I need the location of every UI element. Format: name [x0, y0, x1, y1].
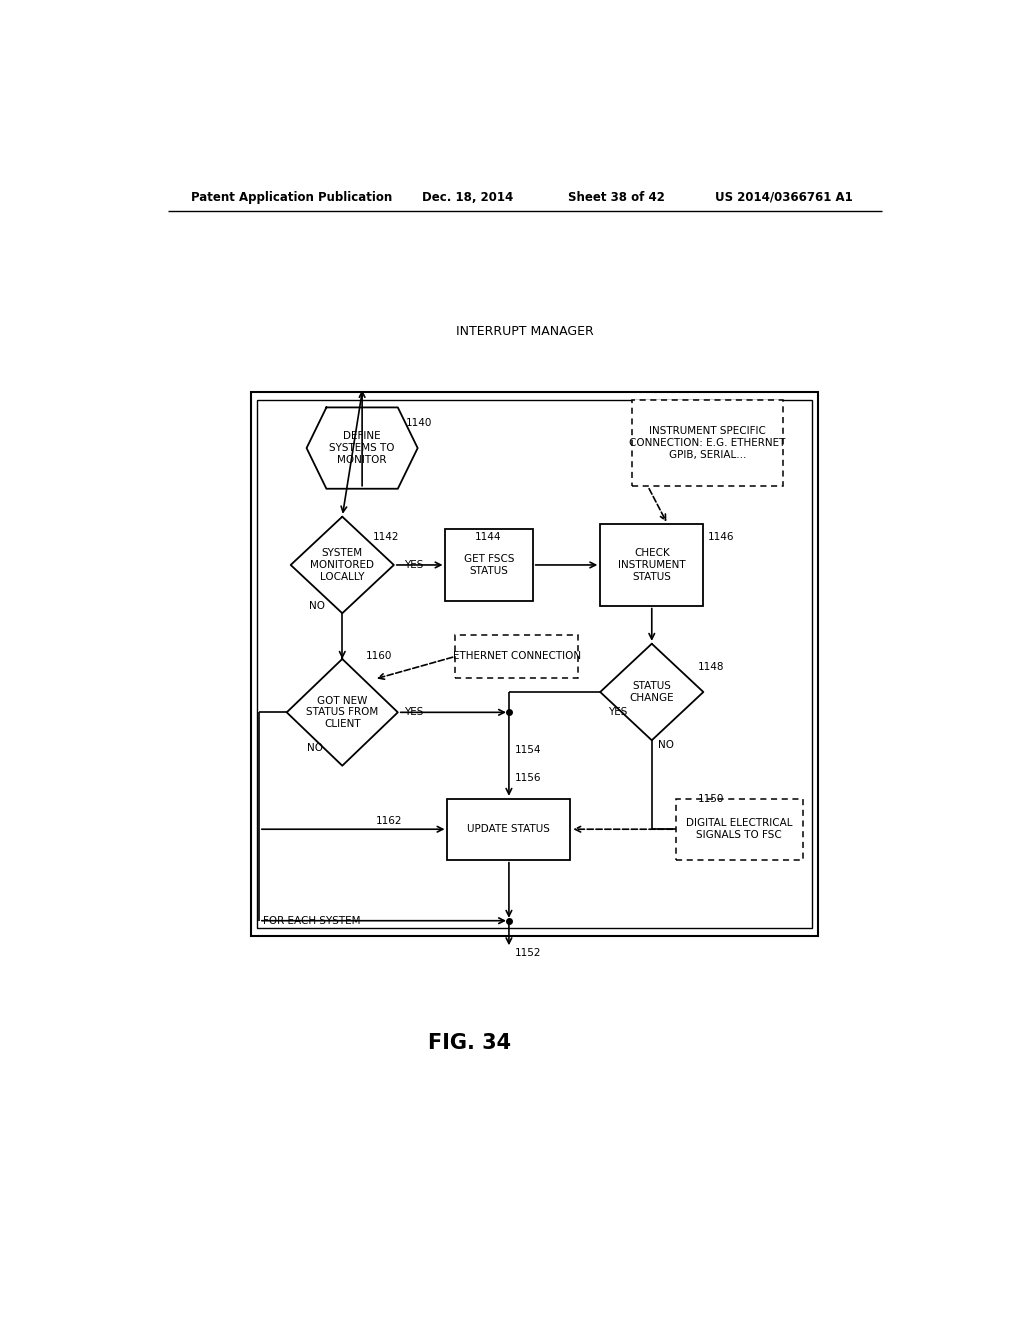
Text: STATUS
CHANGE: STATUS CHANGE: [630, 681, 674, 702]
Text: FIG. 34: FIG. 34: [428, 1032, 511, 1052]
Text: DIGITAL ELECTRICAL
SIGNALS TO FSC: DIGITAL ELECTRICAL SIGNALS TO FSC: [686, 818, 793, 840]
Text: 1140: 1140: [406, 417, 432, 428]
Text: 1154: 1154: [514, 744, 541, 755]
Bar: [676, 799, 803, 859]
Text: NO: NO: [309, 601, 325, 611]
Text: ETHERNET CONNECTION: ETHERNET CONNECTION: [453, 652, 581, 661]
Text: INSTRUMENT SPECIFIC
CONNECTION: E.G. ETHERNET
GPIB, SERIAL...: INSTRUMENT SPECIFIC CONNECTION: E.G. ETH…: [629, 426, 785, 459]
Text: 1148: 1148: [697, 661, 724, 672]
Text: 1162: 1162: [376, 816, 402, 826]
Text: 1160: 1160: [367, 652, 392, 661]
Text: GOT NEW
STATUS FROM
CLIENT: GOT NEW STATUS FROM CLIENT: [306, 696, 379, 729]
Text: DEFINE
SYSTEMS TO
MONITOR: DEFINE SYSTEMS TO MONITOR: [330, 432, 395, 465]
Bar: [257, 400, 812, 928]
Text: Dec. 18, 2014: Dec. 18, 2014: [422, 190, 513, 203]
Bar: [632, 400, 782, 486]
Text: 1144: 1144: [475, 532, 502, 541]
Text: NO: NO: [306, 743, 323, 752]
Bar: [456, 635, 579, 677]
Text: SYSTEM
MONITORED
LOCALLY: SYSTEM MONITORED LOCALLY: [310, 548, 375, 582]
Text: 1142: 1142: [373, 532, 399, 541]
Text: YES: YES: [608, 708, 628, 717]
Bar: [445, 529, 532, 601]
Bar: [600, 524, 703, 606]
Bar: [251, 392, 818, 936]
Text: US 2014/0366761 A1: US 2014/0366761 A1: [715, 190, 853, 203]
Text: GET FSCS
STATUS: GET FSCS STATUS: [464, 554, 514, 576]
Text: UPDATE STATUS: UPDATE STATUS: [468, 824, 550, 834]
Text: Sheet 38 of 42: Sheet 38 of 42: [568, 190, 666, 203]
Text: Patent Application Publication: Patent Application Publication: [191, 190, 393, 203]
Text: INTERRUPT MANAGER: INTERRUPT MANAGER: [456, 325, 594, 338]
Text: 1150: 1150: [697, 793, 724, 804]
Text: NO: NO: [658, 741, 674, 750]
Text: 1152: 1152: [514, 948, 541, 958]
Text: FOR EACH SYSTEM: FOR EACH SYSTEM: [263, 916, 360, 925]
Text: YES: YES: [404, 560, 424, 570]
Text: YES: YES: [404, 708, 424, 717]
Bar: [447, 799, 570, 859]
Text: CHECK
INSTRUMENT
STATUS: CHECK INSTRUMENT STATUS: [617, 548, 686, 582]
Text: 1156: 1156: [514, 774, 541, 783]
Text: 1146: 1146: [708, 532, 734, 541]
